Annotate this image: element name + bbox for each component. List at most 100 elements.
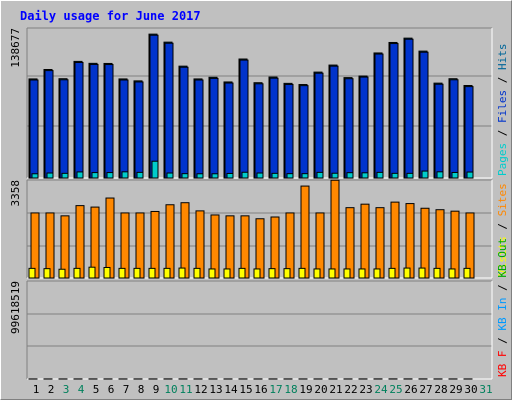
day-label: 30 (464, 383, 477, 396)
day-label: 11 (179, 383, 192, 396)
visits-bar (463, 267, 471, 279)
panel-3-ymax-label: 99618519 (9, 281, 22, 334)
sites-bar (360, 203, 370, 279)
pages-bar (301, 173, 309, 179)
day-label: 2 (48, 383, 55, 396)
files-bar (314, 72, 324, 179)
day-label: 24 (374, 383, 388, 396)
day-label: 28 (434, 383, 447, 396)
pages-bar (121, 171, 129, 179)
pages-bar (451, 171, 459, 179)
pages-bar (46, 172, 54, 179)
visits-bar (328, 268, 336, 279)
files-bar (59, 79, 69, 179)
sites-bar (405, 203, 415, 279)
visits-bar (298, 267, 306, 279)
visits-bar (43, 268, 51, 279)
day-label: 20 (314, 383, 327, 396)
files-bar (449, 79, 459, 179)
legend-entry: Pages (496, 143, 509, 176)
visits-bar (223, 268, 231, 279)
day-label: 25 (389, 383, 402, 396)
day-label: 26 (404, 383, 417, 396)
sites-bar (345, 207, 355, 279)
visits-bar (163, 267, 171, 279)
legend-entry: Visits (496, 236, 509, 276)
pages-bar (136, 171, 144, 179)
files-bar (224, 82, 234, 179)
files-bar (254, 83, 264, 179)
files-bar (434, 83, 444, 179)
day-label: 14 (224, 383, 238, 396)
visits-bar (73, 267, 81, 279)
day-label: 4 (78, 383, 85, 396)
chart-title: Daily usage for June 2017 (20, 9, 201, 23)
day-label: 17 (269, 383, 282, 396)
pages-bar (181, 173, 189, 179)
visits-bar (28, 267, 36, 279)
day-label: 5 (93, 383, 100, 396)
files-bar (44, 70, 54, 179)
day-label: 8 (138, 383, 145, 396)
files-bar (179, 66, 189, 179)
visits-bar (88, 266, 96, 279)
visits-bar (178, 267, 186, 279)
pages-bar (466, 171, 474, 179)
sites-bar (60, 215, 70, 279)
panel-3-background (27, 281, 492, 379)
day-label: 6 (108, 383, 115, 396)
day-label: 12 (194, 383, 207, 396)
sites-bar (435, 209, 445, 279)
sites-bar (390, 201, 400, 279)
files-bar (89, 63, 99, 179)
pages-bar (106, 172, 114, 179)
visits-bar (58, 268, 66, 279)
sites-bar (105, 197, 115, 279)
pages-bar (406, 172, 414, 179)
day-label: 27 (419, 383, 432, 396)
pages-bar (211, 173, 219, 179)
sites-bar (75, 205, 85, 279)
day-label: 29 (449, 383, 462, 396)
sites-bar (375, 207, 385, 279)
visits-bar (373, 268, 381, 279)
files-bar (134, 81, 144, 179)
files-bar (119, 79, 129, 179)
day-label: 3 (63, 383, 70, 396)
day-label: 23 (359, 383, 372, 396)
sites-bar (315, 212, 325, 279)
files-bar (149, 34, 159, 179)
files-bar (74, 61, 84, 179)
pages-bar (76, 171, 84, 179)
legend-entry: / (496, 77, 509, 90)
pages-bar (316, 171, 324, 179)
day-label: 18 (284, 383, 297, 396)
visits-bar (238, 267, 246, 279)
pages-bar (196, 173, 204, 179)
day-label: 16 (254, 383, 267, 396)
visits-bar (418, 267, 426, 279)
legend-entry: / (496, 223, 509, 236)
sites-bar (330, 179, 340, 279)
visits-bar (103, 266, 111, 279)
pages-bar (391, 172, 399, 179)
day-label: 7 (123, 383, 130, 396)
legend-entry: / (496, 337, 509, 350)
visits-bar (388, 267, 396, 279)
legend-entry: Sites (496, 183, 509, 223)
files-bar (374, 53, 384, 179)
day-label: 22 (344, 383, 357, 396)
panel-3-legend: KB F / KB In / KB Out (496, 238, 509, 377)
day-label: 13 (209, 383, 222, 396)
pages-bar (61, 172, 69, 179)
pages-bar (376, 171, 384, 179)
sites-bar (165, 204, 175, 279)
visits-bar (118, 267, 126, 279)
pages-bar (286, 173, 294, 179)
files-bar (164, 42, 174, 179)
sites-bar (300, 185, 310, 279)
legend-entry: KB F (496, 351, 509, 378)
visits-bar (358, 268, 366, 279)
day-label: 31 (479, 383, 492, 396)
